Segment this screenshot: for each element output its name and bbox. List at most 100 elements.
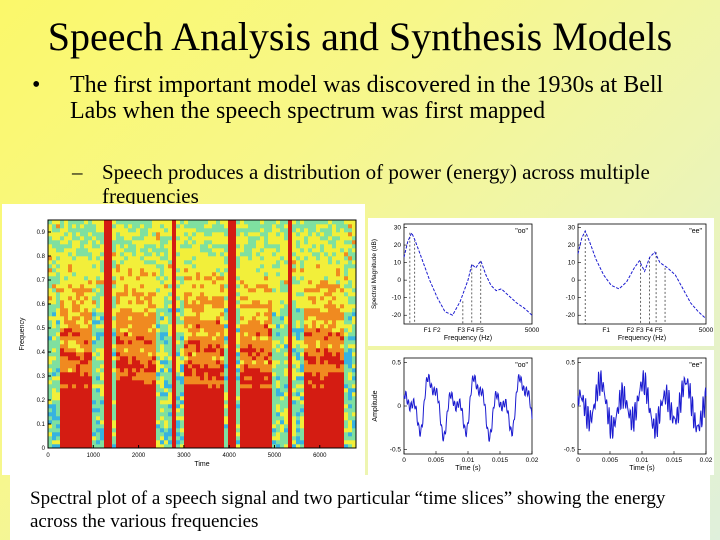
spectrogram-cell (280, 396, 285, 401)
spectrogram-cell (92, 224, 97, 229)
spectrogram-cell (256, 416, 261, 421)
spectrogram-cell (100, 316, 105, 321)
spectrogram-cell (308, 432, 313, 437)
spectrogram-cell (300, 220, 305, 225)
spectrogram-cell (128, 412, 133, 417)
spectrogram-cell (216, 320, 221, 325)
spectrogram-cell (268, 276, 273, 281)
spectrogram-cell (300, 284, 305, 289)
spectrogram-cell (348, 384, 353, 389)
spectrogram-cell (164, 300, 169, 305)
spectrogram-cell (352, 280, 357, 285)
spectrogram-cell (184, 280, 189, 285)
spectrogram-cell (112, 284, 117, 289)
spectrogram-cell (220, 288, 225, 293)
spectrogram-cell (112, 232, 117, 237)
spectrogram-cell (116, 228, 121, 233)
spectrogram-cell (268, 424, 273, 429)
spectrogram-cell (60, 372, 65, 377)
spectrogram-cell (64, 256, 69, 261)
spectrogram-cell (52, 340, 57, 345)
spectrogram-cell (224, 260, 229, 265)
spectrogram-cell (284, 220, 289, 225)
spectrogram-cell (68, 372, 73, 377)
spectrogram-cell (292, 404, 297, 409)
spectrogram-cell (212, 368, 217, 373)
spectrogram-cell (48, 408, 53, 413)
spectrogram-cell (224, 296, 229, 301)
spectrogram-cell (300, 396, 305, 401)
spectrogram-cell (140, 408, 145, 413)
spectrogram-cell (68, 412, 73, 417)
spectrogram-cell (80, 272, 85, 277)
spectrogram-cell (104, 288, 109, 293)
spectrogram-cell (276, 276, 281, 281)
spectrogram-cell (136, 232, 141, 237)
spectrogram-cell (168, 404, 173, 409)
spectrogram-cell (140, 348, 145, 353)
waveform-oo-x-tick-label: 0.015 (492, 457, 509, 464)
spectrogram-cell (52, 384, 57, 389)
spectrogram-cell (264, 336, 269, 341)
spectrogram-cell (296, 260, 301, 265)
spectrogram-cell (156, 228, 161, 233)
spectrogram-cell (288, 320, 293, 325)
spectrogram-cell (316, 240, 321, 245)
spectrogram-cell (280, 244, 285, 249)
spectrogram-cell (344, 260, 349, 265)
spectrogram-cell (64, 344, 69, 349)
spectrogram-cell (104, 344, 109, 349)
spectrogram-cell (308, 348, 313, 353)
spectrogram-cell (164, 392, 169, 397)
spectrogram-cell (76, 328, 81, 333)
spectrogram-cell (196, 324, 201, 329)
spectrogram-cell (96, 244, 101, 249)
spectrogram-cell (60, 400, 65, 405)
spectrogram-cell (224, 336, 229, 341)
spectrogram-cell (180, 300, 185, 305)
spectrogram-cell (280, 232, 285, 237)
spectrogram-cell (256, 256, 261, 261)
spectrogram-cell (348, 352, 353, 357)
spectrogram-cell (140, 336, 145, 341)
spectrogram-cell (240, 408, 245, 413)
spectrogram-cell (180, 232, 185, 237)
spectrogram-cell (144, 292, 149, 297)
spectrogram-cell (248, 284, 253, 289)
spectrogram-cell (292, 252, 297, 257)
spectrogram-cell (280, 260, 285, 265)
spectrogram-cell (208, 412, 213, 417)
spectrogram-cell (140, 432, 145, 437)
spectrogram-cell (140, 372, 145, 377)
spectrogram-cell (328, 444, 333, 449)
spectrogram-cell (276, 228, 281, 233)
spectrogram-cell (276, 400, 281, 405)
spectrogram-cell (232, 280, 237, 285)
spectrogram-cell (148, 408, 153, 413)
spectrogram-cell (248, 356, 253, 361)
spectrogram-cell (64, 236, 69, 241)
spectrogram-cell (164, 244, 169, 249)
spectrogram-cell (352, 416, 357, 421)
spectrogram-cell (300, 344, 305, 349)
spectrogram-cell (308, 300, 313, 305)
spectrogram-cell (104, 248, 109, 253)
spectrogram-cell (56, 260, 61, 265)
spectrogram-cell (136, 368, 141, 373)
spectrogram-cell (240, 240, 245, 245)
spectrogram-cell (228, 244, 233, 249)
spectrogram-cell (324, 256, 329, 261)
spectrogram-cell (124, 428, 129, 433)
spectrogram-cell (320, 276, 325, 281)
spectrogram-cell (216, 440, 221, 445)
spectrogram-cell (304, 280, 309, 285)
spectrogram-cell (132, 228, 137, 233)
spectrogram-cell (312, 328, 317, 333)
spectrogram-cell (284, 260, 289, 265)
spectrogram-cell (64, 388, 69, 393)
spectrogram-cell (172, 228, 177, 233)
spectrogram-cell (136, 296, 141, 301)
spectrogram-cell (164, 428, 169, 433)
spectrogram-cell (64, 420, 69, 425)
spectrogram-cell (244, 292, 249, 297)
